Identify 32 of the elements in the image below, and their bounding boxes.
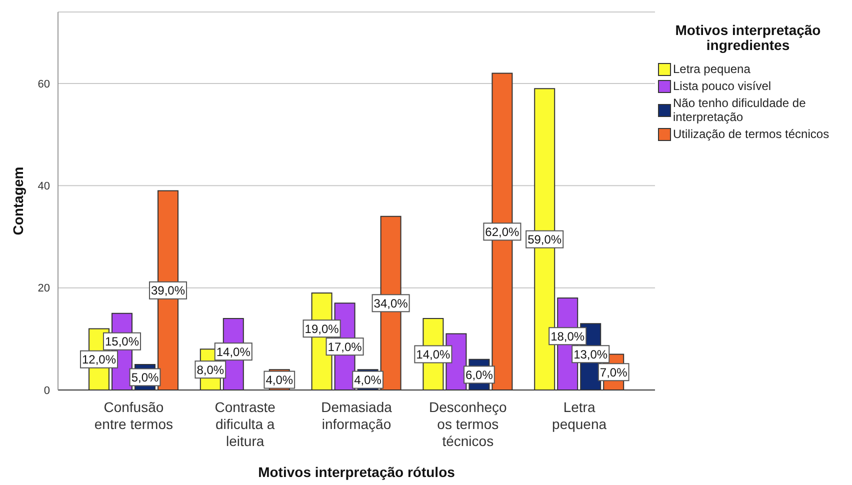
- data-label: 39,0%: [150, 284, 186, 298]
- data-label: 17,0%: [328, 340, 362, 354]
- x-tick-label: Contraste dificulta a leitura: [214, 398, 276, 449]
- data-label: 14,0%: [416, 347, 451, 362]
- legend-label: Utilização de termos técnicos: [673, 127, 830, 141]
- data-label: 7,0%: [600, 365, 628, 380]
- x-tick-label: Letra pequena: [552, 398, 607, 432]
- x-axis-title: Motivos interpretação rótulos: [258, 464, 456, 480]
- data-label: 34,0%: [374, 296, 408, 310]
- y-tick-label: 60: [38, 78, 50, 90]
- x-tick-label: Demasiada informação: [321, 398, 392, 432]
- legend-label: Não tenho dificuldade de interpretação: [673, 96, 807, 124]
- data-label: 14,0%: [216, 344, 251, 359]
- data-label: 5,0%: [131, 370, 159, 384]
- data-label: 18,0%: [550, 329, 585, 344]
- data-label: 13,0%: [574, 347, 608, 362]
- legend-title: Motivos interpretação ingredientes: [674, 22, 822, 53]
- y-tick-label: 20: [38, 282, 50, 295]
- x-tick-label: Desconheço os termos técnicos: [428, 398, 508, 449]
- data-label: 62,0%: [485, 224, 520, 239]
- data-label: 12,0%: [82, 352, 116, 367]
- y-tick-label: 40: [38, 180, 50, 193]
- data-label: 19,0%: [304, 322, 340, 336]
- legend-label: Letra pequena: [673, 62, 752, 76]
- y-tick-label: 0: [44, 384, 50, 397]
- x-tick-label: Confusão entre termos: [94, 398, 173, 432]
- data-label: 8,0%: [196, 362, 224, 377]
- data-label: 15,0%: [104, 334, 140, 349]
- data-label: 6,0%: [466, 368, 494, 382]
- legend-label: Lista pouco visível: [673, 79, 772, 93]
- y-axis-title: Contagem: [10, 166, 26, 236]
- data-label: 59,0%: [528, 232, 562, 247]
